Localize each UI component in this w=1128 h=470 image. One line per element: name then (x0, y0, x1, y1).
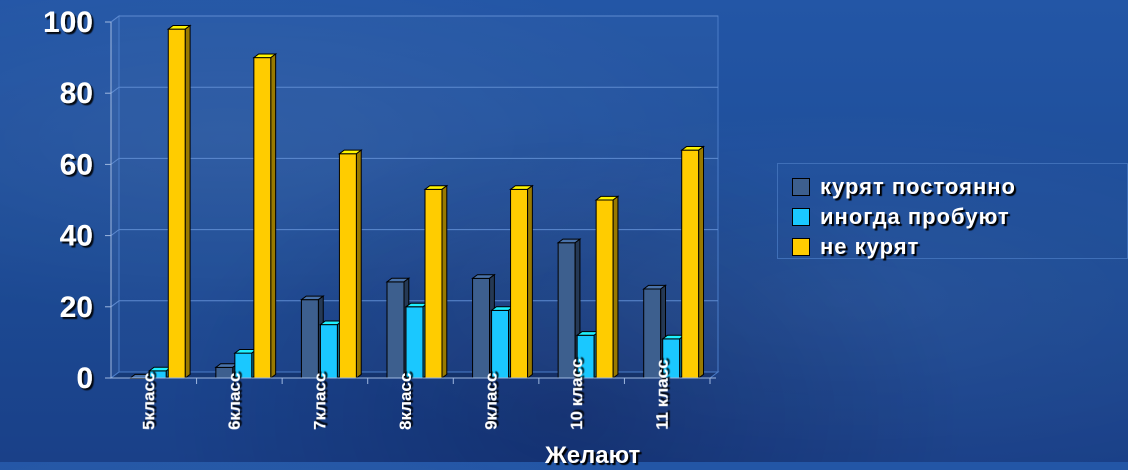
bar (594, 195, 620, 380)
x-tick-label: 11 класс (653, 359, 672, 430)
bar-side (527, 184, 533, 380)
y-tick-label: 80 (60, 77, 93, 110)
bar-front (300, 299, 319, 379)
bar-front (167, 28, 186, 379)
x-tick-label: 9класс (482, 373, 501, 430)
legend-item-smoke-always: курят постоянно (792, 172, 1127, 202)
x-tick-labels: 5класс 6класс 7класс 8класс 9класс 10 класс 11… (139, 358, 671, 430)
bar (423, 184, 449, 380)
legend-item-no-smoke: не курят (792, 232, 1127, 262)
gridline (110, 15, 718, 23)
x-tick-label: 7класс (310, 373, 329, 430)
y-tick-label: 60 (60, 148, 93, 181)
legend-swatch (792, 238, 810, 256)
bar-front (595, 199, 614, 379)
bar (252, 52, 278, 380)
x-tick-label: 5класс (139, 373, 158, 430)
bar-side (355, 149, 362, 379)
y-tick-labels: 0 20 40 60 80 100 (43, 6, 93, 395)
bar-front (557, 242, 576, 379)
bar-front (681, 149, 700, 379)
legend: курят постоянно иногда пробуют не курят (777, 163, 1128, 259)
bar (680, 145, 706, 380)
bar-side (698, 145, 705, 380)
legend-label: курят постоянно (820, 174, 1016, 199)
bar-front (338, 153, 357, 379)
bar-side (184, 24, 191, 380)
legend-label: иногда пробуют (820, 204, 1010, 229)
y-tick-label: 40 (60, 220, 93, 253)
bar (166, 24, 192, 380)
y-tick-label: 100 (43, 6, 93, 39)
bar (509, 184, 534, 380)
bar (337, 149, 363, 379)
y-tick-label: 0 (76, 362, 93, 395)
bar-side (441, 184, 448, 380)
bar-front (510, 188, 529, 379)
axes (105, 21, 716, 384)
legend-label: не курят (820, 234, 920, 259)
bar-front (386, 281, 405, 379)
bar-front (319, 324, 338, 379)
bar-side (612, 195, 619, 380)
x-tick-label: 8класс (396, 373, 415, 430)
legend-swatch (792, 178, 810, 196)
gridline (110, 157, 718, 165)
x-tick-label: 10 класс (567, 358, 586, 430)
side-wall (110, 15, 120, 379)
bar-front (472, 277, 491, 379)
x-tick-label: 6класс (225, 373, 244, 430)
bars (128, 24, 706, 380)
legend-swatch (792, 208, 810, 226)
footer-note: Желают (545, 442, 641, 469)
gridline (110, 86, 718, 94)
legend-item-sometimes-try: иногда пробуют (792, 202, 1127, 232)
y-tick-label: 20 (60, 291, 93, 324)
bar-front (253, 57, 272, 379)
bar-side (270, 52, 277, 380)
bar-front (491, 309, 510, 379)
bar-front (405, 306, 424, 379)
bar-front (424, 188, 443, 379)
